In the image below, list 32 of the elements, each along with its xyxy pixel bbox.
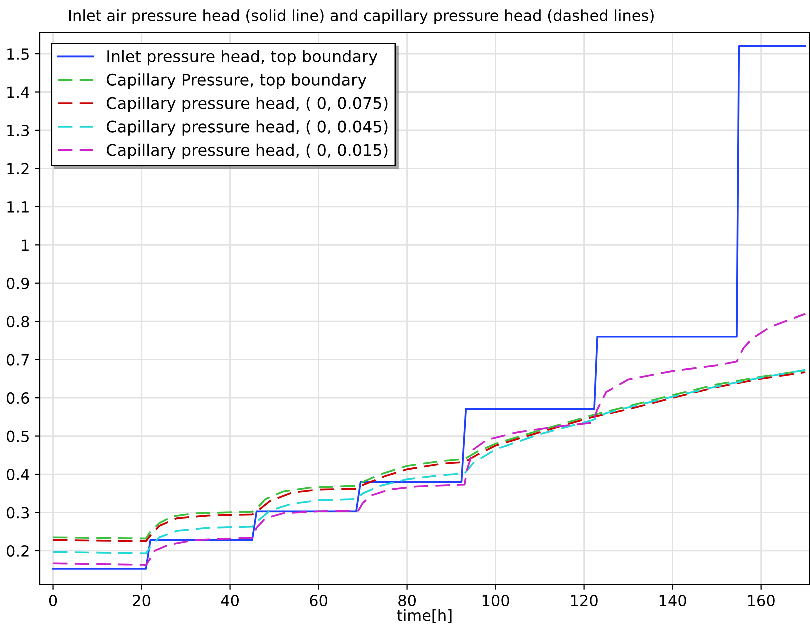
y-tick-label: 0.4 [6,468,30,481]
y-tick-label: 1.5 [8,48,29,60]
y-tick-label: 0.3 [6,507,30,519]
legend-label: Capillary Pressure, top boundary [107,74,367,90]
x-tick-label: 60 [310,594,328,607]
legend-label: Inlet pressure head, top boundary [108,50,378,66]
legend-label: Capillary pressure head, ( 0, 0.015) [107,144,388,160]
x-axis-title: time[h] [397,610,452,624]
line-series [52,313,806,566]
y-tick-label: 0.7 [6,354,29,366]
y-tick-label: 0.9 [6,278,30,290]
x-tick-label: 0 [49,594,58,607]
x-tick-label: 120 [571,594,598,607]
x-tick-label: 100 [482,594,510,607]
y-tick-label: 0.2 [6,545,29,557]
x-tick-label: 140 [660,594,686,607]
y-tick-label: 1.4 [8,86,30,98]
x-tick-label: 160 [748,594,775,607]
legend-label: Capillary pressure head, ( 0, 0.045) [107,120,388,136]
y-tick-label: 1 [22,240,29,251]
x-tick-label: 20 [133,594,150,607]
y-tick-label: 1.3 [8,124,30,136]
y-tick-label: 0.5 [6,430,29,442]
chart-title: Inlet air pressure head (solid line) and capillary pressure head (dashed lines) [70,10,654,24]
y-tick-label: 1.1 [8,202,29,213]
legend-label: Capillary pressure head, ( 0, 0.075) [107,97,388,112]
x-tick-label: 40 [221,594,239,607]
line-series [52,45,806,570]
y-tick-label: 0.8 [6,316,30,328]
x-tick-label: 80 [398,594,416,607]
y-tick-label: 0.6 [6,392,30,404]
y-tick-label: 1.2 [8,163,29,175]
